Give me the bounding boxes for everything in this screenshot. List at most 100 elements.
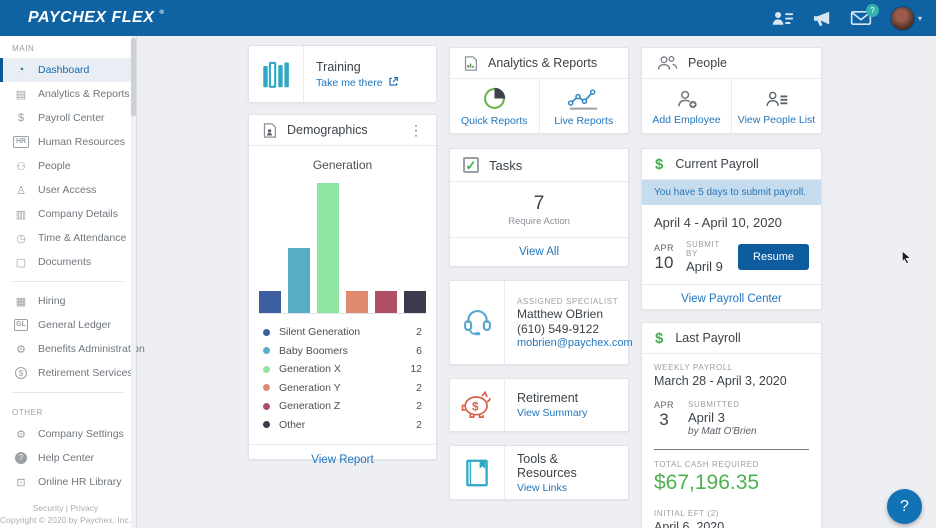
company-settings-icon: ⚙ — [16, 428, 26, 441]
current-payroll-card: $ Current Payroll You have 5 days to sub… — [641, 148, 822, 310]
legend-swatch — [263, 402, 270, 410]
topbar-icon-group: ? ▾ — [771, 4, 922, 31]
calendar-date: APR 10 — [654, 243, 675, 272]
specialist-email-link[interactable]: mobrien@paychex.com — [517, 336, 633, 349]
legend-item-generation-y: Generation Y 2 — [249, 379, 436, 398]
sidebar-divider — [12, 392, 124, 393]
sidebar-item-online-hr-library[interactable]: ⊡ Online HR Library — [0, 470, 136, 494]
retirement-card: $ Retirement View Summary — [449, 378, 629, 432]
calendar-date: APR 3 — [654, 400, 675, 429]
dashboard-icon: ◔ — [17, 64, 25, 76]
total-cash-value: $67,196.35 — [654, 471, 760, 494]
live-reports-button[interactable]: Live Reports — [538, 79, 629, 134]
legend-value: 6 — [416, 344, 422, 357]
total-cash-label: TOTAL CASH REQUIRED — [654, 460, 760, 469]
sidebar-item-hiring[interactable]: ▦ Hiring — [0, 289, 136, 313]
sidebar-item-label: General Ledger — [38, 319, 111, 331]
sidebar-item-label: Company Settings — [38, 428, 124, 440]
specialist-label: ASSIGNED SPECIALIST — [517, 296, 619, 306]
sidebar-item-label: Help Center — [38, 452, 95, 464]
avatar[interactable] — [889, 5, 915, 31]
sidebar-item-analytics-and-reports[interactable]: ▤ Analytics & Reports — [0, 82, 136, 106]
view-all-link[interactable]: View All — [518, 246, 560, 258]
add-person-icon — [677, 90, 697, 108]
add-employee-button[interactable]: Add Employee — [642, 79, 731, 134]
training-link[interactable]: Take me there — [316, 76, 424, 89]
sidebar-item-documents[interactable]: ▢ Documents — [0, 250, 136, 274]
time-and-attendance-icon: ◷ — [16, 232, 26, 245]
people-card: People Add Employee View People List — [641, 47, 822, 134]
sidebar-item-people[interactable]: ⚇ People — [0, 154, 136, 178]
view-people-list-button[interactable]: View People List — [731, 79, 821, 134]
sidebar-item-payroll-center[interactable]: $ Payroll Center — [0, 106, 136, 130]
sidebar-item-label: Documents — [38, 256, 92, 268]
sidebar-group-secondary: ▦ Hiring GL General Ledger ⚙ Benefits Adminis… — [0, 289, 145, 385]
tasks-card: ✓ Tasks 7 Require Action View All — [449, 148, 629, 267]
pie-chart-icon — [483, 87, 506, 109]
security-privacy-links[interactable]: Security | Privacy — [32, 502, 99, 513]
legend-label: Other — [279, 418, 306, 431]
legend-swatch — [263, 384, 270, 392]
sidebar-item-company-settings[interactable]: ⚙ Company Settings — [0, 422, 136, 446]
user-menu[interactable]: ▾ — [889, 5, 922, 31]
mail-icon[interactable]: ? — [850, 4, 879, 26]
submit-by-block: SUBMIT BY April 9 — [686, 240, 723, 274]
analytics-and-reports-icon: ▤ — [15, 88, 27, 101]
bar-silent-generation — [259, 291, 281, 313]
user-access-icon: ♙ — [16, 184, 26, 197]
legend-item-generation-z: Generation Z 2 — [249, 397, 436, 416]
sidebar-item-label: Retirement Services — [38, 367, 133, 379]
sidebar-item-general-ledger[interactable]: GL General Ledger — [0, 313, 136, 337]
sidebar-item-label: Company Details — [38, 208, 118, 220]
legend-value: 12 — [410, 363, 422, 376]
company-details-icon: ▥ — [15, 208, 27, 221]
quick-reports-button[interactable]: Quick Reports — [450, 79, 539, 134]
view-payroll-center-link[interactable]: View Payroll Center — [642, 284, 821, 312]
sidebar-item-company-details[interactable]: ▥ Company Details — [0, 202, 136, 226]
legend-swatch — [263, 365, 270, 373]
legend-value: 2 — [416, 418, 422, 431]
payroll-alert-banner: You have 5 days to submit payroll. — [642, 180, 821, 205]
headset-icon — [450, 281, 505, 364]
sidebar-item-benefits-administration[interactable]: ⚙ Benefits Administration — [0, 337, 145, 361]
megaphone-icon[interactable] — [812, 10, 832, 27]
bar-other — [404, 291, 426, 313]
payroll-type-label: WEEKLY PAYROLL — [654, 363, 733, 372]
legend-value: 2 — [416, 381, 422, 394]
view-report-link[interactable]: View Report — [249, 444, 436, 474]
sidebar-item-dashboard[interactable]: ◔ Dashboard — [0, 58, 136, 82]
benefits-administration-icon: ⚙ — [16, 343, 26, 356]
sidebar-item-retirement-services[interactable]: $ Retirement Services — [0, 361, 136, 385]
sidebar-scrollbar[interactable] — [131, 36, 136, 528]
legend-swatch — [263, 328, 270, 336]
book-icon — [450, 446, 505, 499]
sidebar-item-user-access[interactable]: ♙ User Access — [0, 178, 136, 202]
view-links-link[interactable]: View Links — [517, 481, 567, 494]
hiring-icon: ▦ — [15, 295, 27, 308]
sidebar-item-label: Dashboard — [38, 64, 90, 76]
sidebar-item-label: Hiring — [38, 295, 66, 307]
mail-badge: ? — [865, 4, 879, 17]
resume-button[interactable]: Resume — [738, 244, 809, 270]
people-icon — [657, 56, 678, 70]
sidebar-nav: MAIN ◔ Dashboard ▤ Analytics & Reports $ Payr… — [0, 36, 145, 528]
sidebar-item-label: Human Resources — [38, 136, 125, 148]
general-ledger-icon: GL — [13, 319, 29, 331]
training-books-icon — [249, 46, 304, 102]
dollar-icon: $ — [655, 329, 664, 347]
analytics-title: Analytics & Reports — [488, 56, 598, 70]
chart-title: Generation — [312, 158, 373, 172]
view-summary-link[interactable]: View Summary — [517, 407, 588, 419]
sidebar-item-help-center[interactable]: ? Help Center — [0, 446, 136, 470]
demographics-card: Demographics ⋮ Generation Silent Generat… — [248, 114, 437, 466]
sidebar-item-label: Analytics & Reports — [38, 88, 130, 100]
kebab-menu-icon[interactable]: ⋮ — [409, 121, 423, 138]
tasks-title: Tasks — [489, 157, 523, 173]
sidebar-item-human-resources[interactable]: HR Human Resources — [0, 130, 136, 154]
legend-label: Generation X — [279, 363, 341, 376]
legend-value: 2 — [416, 326, 422, 339]
people-list-icon[interactable] — [771, 10, 794, 27]
help-button[interactable]: ? — [887, 489, 922, 524]
sidebar-item-time-and-attendance[interactable]: ◷ Time & Attendance — [0, 226, 136, 250]
sidebar-scrollbar-thumb[interactable] — [131, 38, 136, 116]
